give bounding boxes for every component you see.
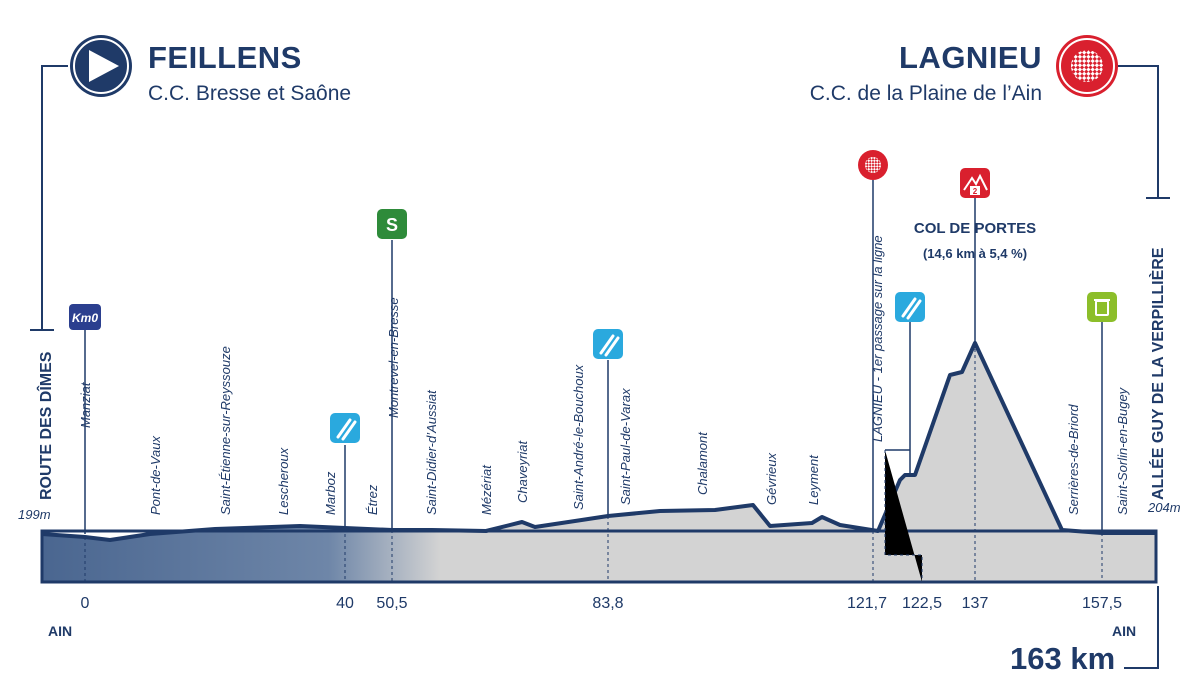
place-label: Marboz [323, 471, 338, 515]
climb-name: COL DE PORTES [914, 220, 1036, 237]
place-label: Gévrieux [764, 452, 779, 505]
finish-town-title: LAGNIEU [899, 40, 1042, 75]
km-label: 0 [81, 595, 90, 612]
finish-bracket-line [1118, 65, 1170, 669]
total-distance: 163 km [1010, 641, 1116, 676]
km-label: 122,5 [902, 595, 942, 612]
place-label: Étrez [365, 484, 380, 515]
start-community: C.C. Bresse et Saône [148, 82, 352, 105]
place-label: LAGNIEU - 1er passage sur la ligne [870, 235, 885, 442]
start-altitude: 199m [18, 507, 51, 522]
start-street-label: ROUTE DES DÎMES [36, 351, 55, 500]
feed-zone-icon [330, 413, 360, 443]
start-department: AIN [48, 623, 72, 639]
sprint-badge: S [377, 209, 407, 239]
km-label: 137 [962, 595, 989, 612]
km-label: 50,5 [376, 595, 407, 612]
climb-category: 2 [973, 187, 978, 196]
profile-area-highlight [42, 526, 440, 582]
sprint-label: S [386, 215, 398, 235]
place-label: Mézériat [479, 464, 494, 515]
finish-department: AIN [1112, 623, 1136, 639]
finish-street-label: ALLÉE GUY DE LA VERPILLIÈRE [1148, 247, 1167, 500]
icon-stems [84, 180, 1103, 534]
climb-detail: (14,6 km à 5,4 %) [923, 246, 1027, 261]
km-label: 157,5 [1082, 595, 1122, 612]
start-play-icon [70, 35, 132, 97]
km0-label: Km0 [72, 311, 98, 325]
km-label: 83,8 [592, 595, 623, 612]
finish-community: C.C. de la Plaine de l’Ain [809, 82, 1042, 105]
profile-line [41, 341, 1156, 542]
place-label: Chalamont [695, 431, 710, 495]
place-label: Pont-de-Vaux [148, 435, 163, 515]
place-labels: Manziat Pont-de-Vaux Saint-Étienne-sur-Rey… [78, 235, 1130, 515]
place-label: Leyment [806, 454, 821, 505]
finish-flag-icon [1056, 35, 1118, 97]
start-town-title: FEILLENS [148, 40, 302, 75]
climb-category-icon: 2 [960, 168, 990, 198]
place-label: Saint-Étienne-sur-Reyssouze [218, 346, 233, 515]
place-label: Saint-André-le-Bouchoux [571, 364, 586, 510]
km-labels: 0 40 50,5 83,8 121,7 122,5 137 157,5 [81, 595, 1123, 612]
place-label: Saint-Sorlin-en-Bugey [1115, 386, 1130, 515]
place-label: Montrevel-en-Bresse [386, 297, 401, 418]
km0-badge: Km0 [69, 304, 101, 330]
waste-zone-icon [1087, 292, 1117, 322]
start-bracket-line [30, 65, 68, 331]
place-label: Serrières-de-Briord [1066, 404, 1081, 515]
line-passage-flag-icon [858, 150, 888, 180]
km-label: 121,7 [847, 595, 887, 612]
place-label: Lescheroux [276, 447, 291, 515]
feed-zone-icon [895, 292, 925, 322]
place-label: Saint-Didier-d’Aussiat [424, 389, 439, 515]
place-label: Chaveyriat [515, 439, 530, 503]
finish-altitude: 204m [1147, 500, 1181, 515]
place-label: Manziat [78, 381, 93, 428]
km-marker-lines [84, 343, 1103, 582]
place-label: Saint-Paul-de-Varax [618, 388, 633, 505]
feed-zone-icon [593, 329, 623, 359]
km-label: 40 [336, 595, 354, 612]
